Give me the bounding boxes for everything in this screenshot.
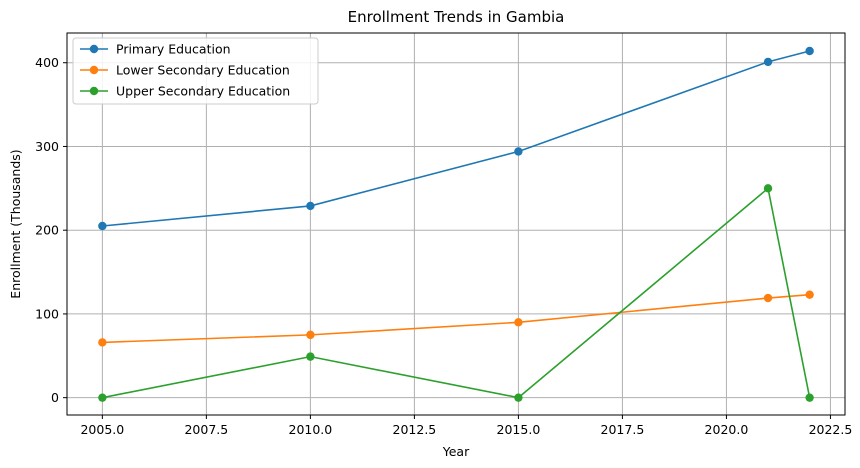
legend-item-3: Upper Secondary Education xyxy=(80,84,290,99)
x-tick-label: 2010.0 xyxy=(289,422,333,437)
data-point xyxy=(805,46,814,56)
x-tick-label: 2005.0 xyxy=(80,422,124,437)
data-point xyxy=(98,338,107,347)
y-tick-label: 200 xyxy=(35,223,59,238)
legend-swatch-marker xyxy=(89,86,99,96)
data-point xyxy=(763,293,773,303)
y-tick-label: 300 xyxy=(35,139,59,154)
series-2 xyxy=(98,290,814,347)
legend-frame xyxy=(72,37,319,105)
legend-label: Lower Secondary Education xyxy=(116,63,290,78)
x-tick-label: 2007.5 xyxy=(184,422,228,437)
data-point xyxy=(306,352,315,361)
series-group xyxy=(98,46,814,402)
x-tick-label: 2022.5 xyxy=(809,422,853,437)
plot-frame xyxy=(66,32,846,416)
legend-label: Upper Secondary Education xyxy=(116,84,290,99)
data-point xyxy=(98,221,107,231)
legend-swatch-marker xyxy=(89,65,99,75)
x-tick-label: 2017.5 xyxy=(601,422,645,437)
x-axis-label: Year xyxy=(442,444,470,459)
x-tick-label: 2012.5 xyxy=(393,422,437,437)
data-point xyxy=(763,57,773,67)
data-point xyxy=(514,393,523,402)
legend-swatch-marker xyxy=(89,44,99,54)
legend: Primary Education Lower Secondary Educati… xyxy=(72,37,319,105)
data-point xyxy=(98,393,107,402)
axis-ticks: 2005.0 2007.5 2010.0 2012.5 2015.0 2017.5 2020… xyxy=(35,55,852,437)
series-3 xyxy=(98,184,814,402)
data-point xyxy=(306,201,315,211)
chart-title: Enrollment Trends in Gambia xyxy=(348,8,565,26)
legend-item-1: Primary Education xyxy=(80,42,231,57)
data-point xyxy=(763,184,773,193)
y-axis-label: Enrollment (Thousands) xyxy=(8,149,23,298)
legend-label: Primary Education xyxy=(116,42,231,57)
y-tick-label: 0 xyxy=(51,390,59,405)
y-tick-label: 400 xyxy=(35,55,59,70)
x-tick-label: 2015.0 xyxy=(497,422,541,437)
y-tick-label: 100 xyxy=(35,306,59,321)
x-tick-label: 2020.0 xyxy=(705,422,749,437)
series-1 xyxy=(98,46,814,231)
data-point xyxy=(514,147,523,156)
data-point xyxy=(514,318,523,327)
data-point xyxy=(805,290,814,299)
data-point xyxy=(805,393,814,402)
legend-item-2: Lower Secondary Education xyxy=(80,63,290,78)
data-point xyxy=(306,330,315,340)
